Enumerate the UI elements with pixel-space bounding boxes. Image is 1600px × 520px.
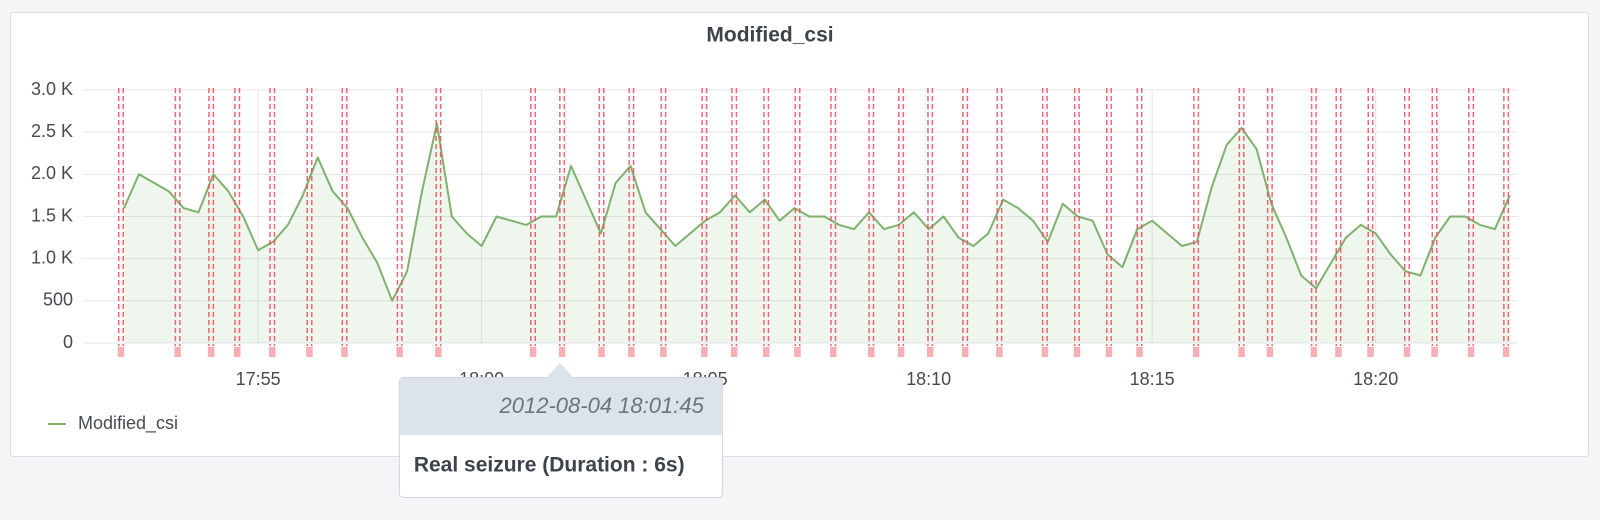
annotation-marker [1467, 347, 1475, 357]
annotation-marker [762, 347, 770, 357]
annotation-marker [341, 347, 348, 357]
y-tick-label: 3.0 K [31, 79, 73, 99]
annotation-marker [897, 347, 905, 357]
annotation-marker [529, 347, 537, 357]
annotation-marker [730, 347, 738, 357]
x-tick-label: 18:20 [1353, 369, 1398, 389]
legend-label: Modified_csi [78, 413, 178, 434]
annotation-marker [701, 347, 708, 357]
y-tick-label: 1.5 K [31, 205, 73, 225]
annotation-marker [207, 347, 215, 357]
annotation-marker [435, 347, 442, 357]
x-tick-label: 17:55 [236, 369, 281, 389]
annotation-marker [1136, 347, 1143, 357]
line [123, 122, 1511, 302]
annotation-marker [396, 347, 403, 357]
tooltip-time: 2012-08-04 18:01:45 [499, 393, 705, 418]
y-tick-label: 0 [63, 332, 73, 352]
tooltip-header [399, 378, 722, 435]
y-tick-label: 2.5 K [31, 121, 73, 141]
annotation-marker [1192, 347, 1200, 357]
annotation-marker [269, 347, 276, 357]
annotation-marker [830, 347, 837, 357]
annotation-marker [1041, 347, 1049, 357]
annotation-marker [233, 347, 241, 357]
y-tick-label: 500 [43, 290, 73, 310]
annotation-marker [1310, 347, 1318, 357]
annotation-marker [1403, 347, 1411, 357]
annotation-marker [996, 347, 1003, 357]
annotation-marker [1335, 347, 1342, 357]
annotation-marker [1431, 347, 1438, 357]
annotation-marker [1266, 347, 1274, 357]
annotation-marker [1502, 347, 1510, 357]
annotation-marker [1073, 347, 1081, 357]
area [124, 123, 1510, 343]
annotation-marker [598, 347, 605, 357]
annotation-marker [174, 347, 181, 357]
annotation-marker [926, 347, 934, 357]
x-tick-label: 18:15 [1130, 369, 1175, 389]
y-tick-label: 2.0 K [31, 163, 73, 183]
annotation-marker [117, 347, 125, 357]
annotation-marker [868, 347, 875, 357]
tooltip-text: Real seizure (Duration : 6s) [414, 454, 685, 477]
tooltip-arrow [545, 363, 574, 378]
x-tick-label: 18:10 [906, 369, 951, 389]
annotation-marker [1367, 347, 1374, 357]
panel-title: Modified_csi [706, 24, 833, 47]
annotation-marker [628, 347, 635, 357]
annotation-marker [1238, 347, 1245, 357]
annotation-marker [1105, 347, 1113, 357]
annotation-marker [306, 347, 313, 357]
y-tick-label: 1.0 K [31, 247, 73, 267]
annotation-marker [794, 347, 801, 357]
annotation-marker [558, 347, 566, 357]
annotation-marker [961, 347, 969, 357]
annotation-marker [660, 347, 667, 357]
